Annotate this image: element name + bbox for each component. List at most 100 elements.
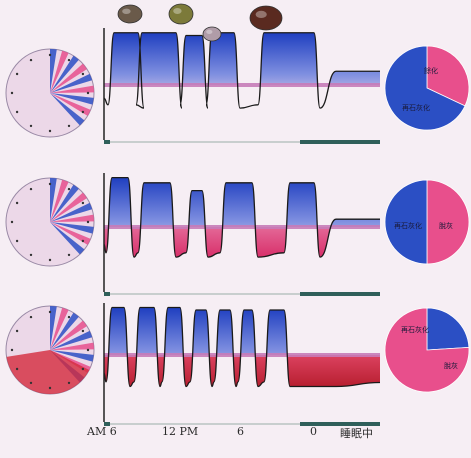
clock-hour-mark bbox=[67, 253, 71, 257]
clock-2-wedge bbox=[50, 202, 93, 222]
clock-hour-mark bbox=[48, 53, 52, 57]
curve-1 bbox=[103, 32, 380, 109]
pie-2-slice-1 bbox=[426, 179, 470, 265]
clock-hour-mark bbox=[81, 110, 85, 114]
bowl-icon-highlight bbox=[173, 8, 182, 14]
clock-hour-mark bbox=[81, 201, 85, 205]
pie-3-label-a: 再石灰化 bbox=[401, 326, 429, 334]
clock-hour-mark bbox=[15, 329, 19, 333]
clock-1-wedge bbox=[50, 93, 91, 116]
clock-hour-mark bbox=[67, 315, 71, 319]
clock-1-wedge bbox=[50, 63, 87, 93]
clock-3-wedge bbox=[50, 350, 94, 362]
clock-hour-mark bbox=[29, 124, 33, 128]
clock-3-wedge bbox=[50, 342, 94, 350]
clock-hour-mark bbox=[86, 348, 90, 352]
sleep-bar-1 bbox=[300, 140, 380, 144]
marker-start-3 bbox=[104, 422, 110, 426]
clock-1-wedge bbox=[50, 55, 79, 93]
clock-hour-mark bbox=[15, 367, 19, 371]
pie-2-label-a: 脫灰 bbox=[439, 222, 453, 230]
clock-hour-mark bbox=[29, 253, 33, 257]
clock-1-wedge bbox=[50, 50, 69, 93]
sleep-bar-2 bbox=[300, 292, 380, 296]
clock-hour-mark bbox=[48, 258, 52, 262]
clock-hour-mark bbox=[48, 386, 52, 390]
tick-sleep: 睡眠中 bbox=[340, 427, 373, 440]
baseline-1 bbox=[104, 83, 380, 87]
clock-1-wedge bbox=[50, 93, 85, 126]
clock-hour-mark bbox=[10, 348, 14, 352]
clock-hour-mark bbox=[15, 72, 19, 76]
tick-6: 6 bbox=[237, 425, 244, 438]
clock-3-wedge bbox=[50, 312, 79, 350]
clock-3-wedge bbox=[50, 307, 69, 350]
bowl-icon bbox=[168, 3, 194, 25]
clock-hour-mark bbox=[29, 381, 33, 385]
baseline-3 bbox=[104, 353, 380, 357]
curve-fill-above-1 bbox=[104, 32, 380, 85]
clock-hour-mark bbox=[29, 315, 33, 319]
clock-2-wedge bbox=[50, 179, 69, 222]
pie-1-slice-2 bbox=[384, 45, 466, 131]
clock-3-wedge bbox=[50, 330, 93, 350]
clock-hour-mark bbox=[29, 58, 33, 62]
sleep-bar-3 bbox=[300, 422, 380, 426]
clock-2-wedge bbox=[50, 192, 87, 222]
clock-hour-mark bbox=[48, 310, 52, 314]
clock-hour-mark bbox=[10, 91, 14, 95]
clock-2-wedge bbox=[50, 178, 57, 222]
clock-hour-mark bbox=[10, 220, 14, 224]
clock-2-wedge bbox=[50, 222, 94, 234]
tick-am6: AM 6 bbox=[87, 425, 117, 438]
clock-hour-mark bbox=[86, 220, 90, 224]
snack-icon bbox=[249, 5, 283, 31]
clock-hour-mark bbox=[81, 329, 85, 333]
clock-2-wedge bbox=[50, 214, 94, 222]
clock-hour-mark bbox=[67, 124, 71, 128]
curve-2 bbox=[103, 176, 380, 258]
marker-start-2 bbox=[104, 292, 110, 296]
dessert-icon-highlight bbox=[206, 29, 213, 34]
pot-icon bbox=[117, 4, 143, 24]
tick-0: 0 bbox=[310, 425, 317, 438]
clock-hour-mark bbox=[67, 187, 71, 191]
marker-start-1 bbox=[104, 140, 110, 144]
clock-2-wedge bbox=[50, 184, 79, 222]
pie-3-slice-1 bbox=[426, 307, 470, 351]
clock-hour-mark bbox=[15, 110, 19, 114]
pie-1-label-b: 再石灰化 bbox=[402, 104, 430, 112]
pie-2-label-b: 再石灰化 bbox=[394, 222, 422, 230]
curve-3 bbox=[103, 306, 381, 388]
curve-fill-above-2 bbox=[104, 177, 380, 227]
clock-hour-mark bbox=[67, 58, 71, 62]
clock-hour-mark bbox=[48, 129, 52, 133]
clock-3-wedge bbox=[50, 306, 57, 350]
clock-hour-mark bbox=[86, 91, 90, 95]
clock-2-wedge bbox=[50, 222, 91, 245]
clock-hour-mark bbox=[48, 182, 52, 186]
pot-icon-highlight bbox=[122, 8, 131, 14]
clock-hour-mark bbox=[29, 187, 33, 191]
pie-3-slice-2 bbox=[384, 307, 470, 393]
dessert-icon bbox=[202, 26, 222, 42]
tick-12pm: 12 PM bbox=[162, 425, 199, 438]
pie-1-slice-1 bbox=[426, 45, 470, 107]
pie-2-slice-2 bbox=[384, 179, 428, 265]
clock-1-wedge bbox=[50, 73, 93, 93]
clock-1-wedge bbox=[50, 49, 57, 93]
clock-1-wedge bbox=[50, 93, 94, 105]
clock-hour-mark bbox=[81, 367, 85, 371]
clock-hour-mark bbox=[15, 239, 19, 243]
pie-1-label-a: 餘化 bbox=[424, 67, 438, 75]
clock-hour-mark bbox=[81, 239, 85, 243]
curve-fill-below-3 bbox=[104, 355, 380, 387]
pie-3-label-b: 脫灰 bbox=[444, 362, 458, 370]
clock-hour-mark bbox=[81, 72, 85, 76]
snack-icon-highlight bbox=[255, 10, 267, 18]
clock-hour-mark bbox=[15, 201, 19, 205]
clock-hour-mark bbox=[67, 381, 71, 385]
clock-3-wedge bbox=[50, 320, 87, 350]
